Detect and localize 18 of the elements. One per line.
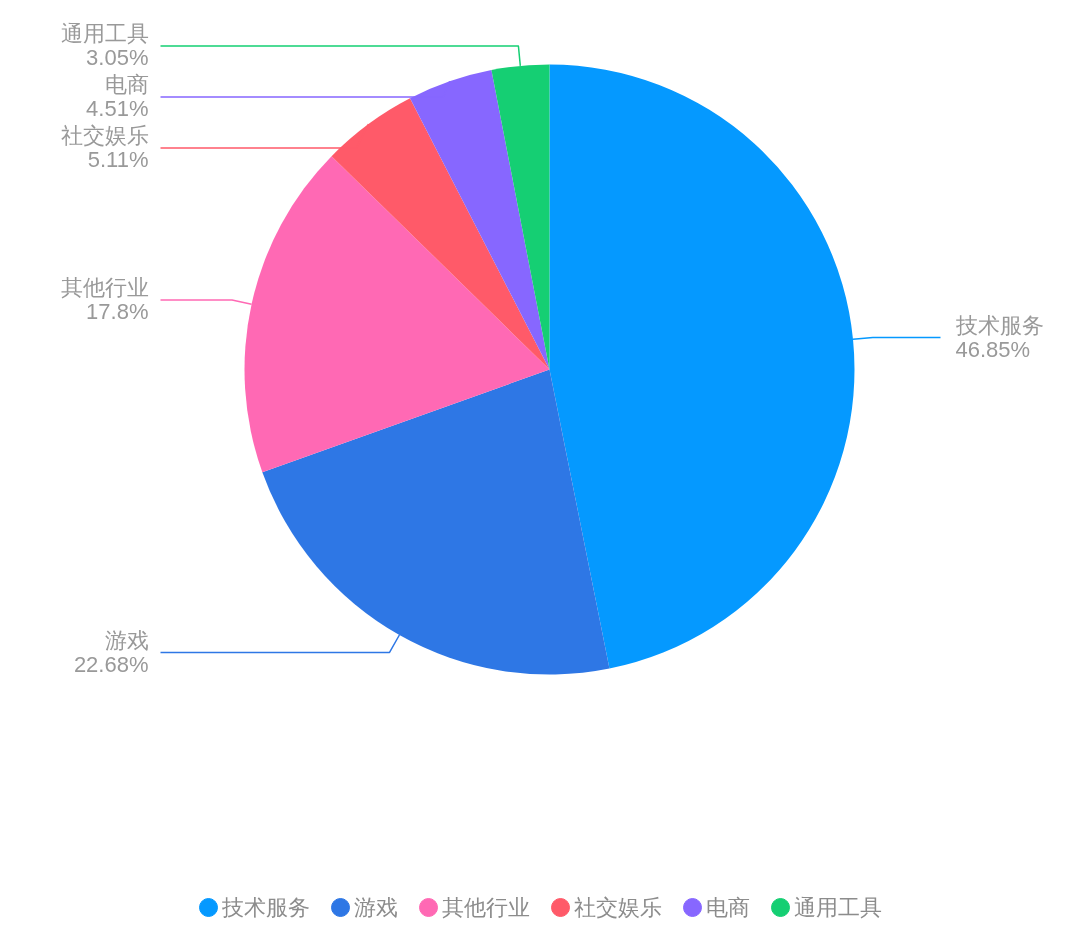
slice-label: 电商 bbox=[104, 72, 149, 98]
slice-label: 游戏 bbox=[104, 627, 149, 653]
data-label: 5.11% bbox=[87, 147, 149, 173]
legend-label: 其他行业 bbox=[441, 895, 530, 920]
legend-label: 技术服务 bbox=[220, 895, 310, 920]
slice-label: 其他行业 bbox=[60, 275, 149, 301]
data-label: 22.68% bbox=[73, 651, 149, 677]
slice-label: 技术服务 bbox=[954, 312, 1044, 338]
legend-label: 社交娱乐 bbox=[573, 895, 662, 920]
data-label: 17.8% bbox=[86, 299, 149, 325]
legend-label: 通用工具 bbox=[793, 895, 882, 920]
data-label: 3.05% bbox=[86, 45, 149, 71]
legend-label: 电商 bbox=[705, 895, 750, 920]
data-label: 46.85% bbox=[955, 336, 1031, 362]
slice-label: 社交娱乐 bbox=[60, 123, 149, 149]
legend-label: 游戏 bbox=[353, 895, 398, 920]
slice-label: 通用工具 bbox=[60, 21, 149, 47]
data-label: 4.51% bbox=[86, 96, 149, 122]
